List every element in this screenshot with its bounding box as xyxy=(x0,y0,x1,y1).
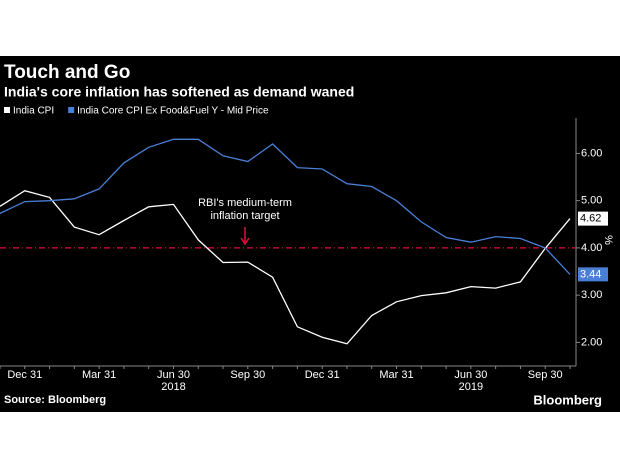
x-year-label: 2019 xyxy=(459,381,483,393)
legend-label: India Core CPI Ex Food&Fuel Y - Mid Pric… xyxy=(77,106,269,117)
chart-subtitle: India's core inflation has softened as d… xyxy=(4,84,354,100)
end-label-box xyxy=(578,211,608,226)
annotation: RBI's medium-term inflation target xyxy=(198,197,292,222)
line-series xyxy=(0,138,571,275)
line-series xyxy=(0,189,571,345)
legend-label: India CPI xyxy=(13,106,54,117)
x-tick-label: Dec 31 xyxy=(7,369,42,381)
y-axis-label: % xyxy=(602,235,614,245)
y-tick-label: 5.00 xyxy=(581,195,602,207)
x-tick-label: Mar 31 xyxy=(82,369,116,381)
x-tick-label: Mar 31 xyxy=(379,369,413,381)
x-year-label: 2018 xyxy=(161,381,185,393)
annotation-line: inflation target xyxy=(210,210,279,222)
annotation-arrowhead xyxy=(240,237,250,246)
x-tick-label: Sep 30 xyxy=(528,369,563,381)
x-tick-label: Jun 30 xyxy=(454,369,487,381)
end-label-box xyxy=(578,267,608,282)
legend-swatch xyxy=(4,107,10,113)
brand: Bloomberg xyxy=(533,392,602,407)
end-label: 3.44 xyxy=(580,268,601,280)
y-tick-label: 6.00 xyxy=(581,147,602,159)
y-tick-label: 2.00 xyxy=(581,336,602,348)
end-label: 4.62 xyxy=(580,213,601,225)
background xyxy=(0,56,620,412)
x-tick-label: Sep 30 xyxy=(230,369,265,381)
y-tick-label: 4.00 xyxy=(581,242,602,254)
x-tick-label: Dec 31 xyxy=(305,369,340,381)
source: Source: Bloomberg xyxy=(4,394,106,406)
annotation-line: RBI's medium-term xyxy=(198,197,292,209)
y-tick-label: 3.00 xyxy=(581,289,602,301)
x-tick-label: Jun 30 xyxy=(157,369,190,381)
chart-title: Touch and Go xyxy=(4,62,130,83)
legend-swatch xyxy=(68,107,75,113)
